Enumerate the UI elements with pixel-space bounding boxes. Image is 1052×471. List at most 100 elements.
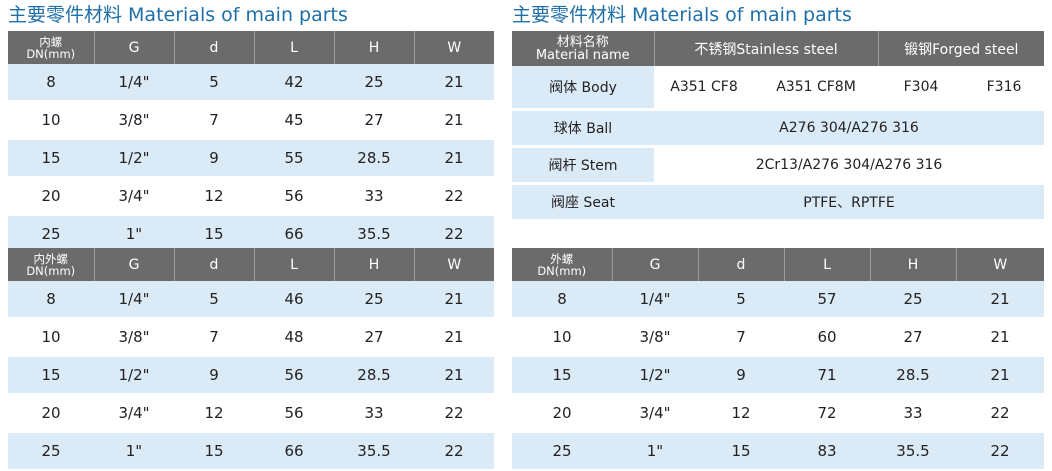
h-cell: 33 xyxy=(870,394,956,433)
table-header-row: 内螺 DN(mm) G d L H W xyxy=(8,31,494,64)
ball-material: A276 304/A276 316 xyxy=(654,109,1045,148)
stem-row: 阀杆 Stem 2Cr13/A276 304/A276 316 xyxy=(512,146,1045,185)
l-header: L xyxy=(254,248,335,281)
right-section-title: 主要零件材料 Materials of main parts xyxy=(512,4,852,26)
table-row: 15 1/2" 9 56 28.5 21 xyxy=(8,356,494,395)
dn-cell: 15 xyxy=(8,139,94,178)
table-header-row: 内外螺 DN(mm) G d L H W xyxy=(8,248,494,281)
h-cell: 33 xyxy=(334,177,414,216)
body-material-cf8: A351 CF8 xyxy=(654,66,754,111)
d-cell: 12 xyxy=(698,394,784,433)
w-cell: 22 xyxy=(414,394,494,433)
l-cell: 46 xyxy=(254,281,334,319)
dn-cell: 10 xyxy=(8,318,94,357)
l-cell: 57 xyxy=(784,281,870,319)
g-cell: 3/8" xyxy=(612,318,698,357)
l-cell: 66 xyxy=(254,432,334,471)
w-cell: 22 xyxy=(956,394,1044,433)
l-header: L xyxy=(784,248,871,281)
l-cell: 66 xyxy=(254,215,334,254)
dn-cell: 15 xyxy=(8,356,94,395)
table-row: 10 3/8" 7 48 27 21 xyxy=(8,318,494,357)
left-section-title: 主要零件材料 Materials of main parts xyxy=(8,4,348,26)
h-cell: 27 xyxy=(870,318,956,357)
l-cell: 55 xyxy=(254,139,334,178)
l-header: L xyxy=(254,31,335,64)
g-cell: 1/4" xyxy=(612,281,698,319)
h-cell: 27 xyxy=(334,318,414,357)
g-cell: 3/8" xyxy=(94,101,174,140)
w-header: W xyxy=(414,248,494,281)
g-cell: 1/4" xyxy=(94,64,174,102)
l-cell: 56 xyxy=(254,394,334,433)
h-header: H xyxy=(334,31,415,64)
h-cell: 35.5 xyxy=(334,432,414,471)
g-cell: 3/4" xyxy=(94,394,174,433)
w-cell: 22 xyxy=(414,177,494,216)
w-cell: 22 xyxy=(956,432,1044,471)
ball-label: 球体 Ball xyxy=(512,109,654,148)
h-cell: 28.5 xyxy=(334,356,414,395)
table-header-row: 外螺 DN(mm) G d L H W xyxy=(512,248,1044,281)
l-cell: 83 xyxy=(784,432,870,471)
w-cell: 21 xyxy=(956,318,1044,357)
h-cell: 35.5 xyxy=(870,432,956,471)
table-row: 25 1" 15 83 35.5 22 xyxy=(512,432,1044,471)
dn-cell: 8 xyxy=(8,281,94,319)
forged-steel-header: 锻钢Forged steel xyxy=(878,31,1045,66)
l-cell: 56 xyxy=(254,356,334,395)
d-cell: 7 xyxy=(698,318,784,357)
table-row: 15 1/2" 9 55 28.5 21 xyxy=(8,139,494,178)
dn-cell: 10 xyxy=(512,318,612,357)
l-cell: 60 xyxy=(784,318,870,357)
stainless-steel-header: 不锈钢Stainless steel xyxy=(654,31,879,66)
dn-header: 外螺 DN(mm) xyxy=(512,248,613,281)
g-cell: 1/4" xyxy=(94,281,174,319)
w-cell: 21 xyxy=(414,318,494,357)
outer-thread-table: 外螺 DN(mm) G d L H W 8 1/4" 5 57 25 21 10 3/8" 7 60… xyxy=(512,248,1044,471)
l-cell: 48 xyxy=(254,318,334,357)
d-cell: 7 xyxy=(174,318,254,357)
dn-cell: 10 xyxy=(8,101,94,140)
material-name-header: 材料名称 Material name xyxy=(512,31,655,66)
w-cell: 21 xyxy=(414,101,494,140)
d-cell: 9 xyxy=(174,356,254,395)
d-header: d xyxy=(174,31,255,64)
body-material-f304: F304 xyxy=(878,66,965,111)
dn-cell: 15 xyxy=(512,356,612,395)
inner-thread-table: 内螺 DN(mm) G d L H W 8 1/4" 5 42 25 21 10 3/8" 7 45… xyxy=(8,31,494,254)
l-cell: 72 xyxy=(784,394,870,433)
h-cell: 25 xyxy=(334,281,414,319)
dn-cell: 20 xyxy=(512,394,612,433)
d-cell: 5 xyxy=(698,281,784,319)
body-row: 阀体 Body A351 CF8 A351 CF8M F304 F316 xyxy=(512,66,1045,111)
w-cell: 21 xyxy=(414,281,494,319)
w-cell: 22 xyxy=(414,215,494,254)
h-header: H xyxy=(334,248,415,281)
h-header: H xyxy=(870,248,957,281)
d-cell: 9 xyxy=(174,139,254,178)
dn-cell: 25 xyxy=(512,432,612,471)
table-row: 20 3/4" 12 72 33 22 xyxy=(512,394,1044,433)
w-cell: 21 xyxy=(414,356,494,395)
table-row: 8 1/4" 5 42 25 21 xyxy=(8,64,494,102)
seat-row: 阀座 Seat PTFE、RPTFE xyxy=(512,183,1045,222)
dn-cell: 20 xyxy=(8,394,94,433)
body-label: 阀体 Body xyxy=(512,66,654,111)
dn-cell: 25 xyxy=(8,215,94,254)
w-cell: 21 xyxy=(956,356,1044,395)
w-header: W xyxy=(414,31,494,64)
g-cell: 3/8" xyxy=(94,318,174,357)
g-header: G xyxy=(612,248,699,281)
table-row: 10 3/8" 7 45 27 21 xyxy=(8,101,494,140)
d-cell: 7 xyxy=(174,101,254,140)
w-cell: 21 xyxy=(956,281,1044,319)
d-cell: 9 xyxy=(698,356,784,395)
w-cell: 22 xyxy=(414,432,494,471)
h-cell: 33 xyxy=(334,394,414,433)
table-row: 8 1/4" 5 46 25 21 xyxy=(8,281,494,319)
d-cell: 15 xyxy=(698,432,784,471)
h-cell: 27 xyxy=(334,101,414,140)
h-cell: 25 xyxy=(334,64,414,102)
dn-cell: 8 xyxy=(512,281,612,319)
